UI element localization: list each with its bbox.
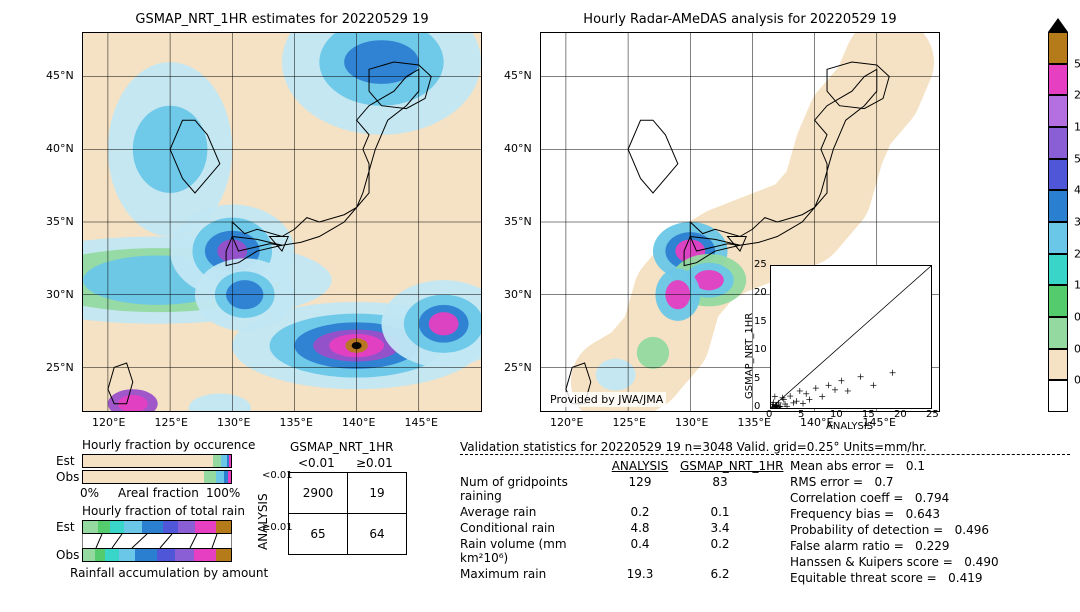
colorbar-tick: 4 (1074, 184, 1080, 197)
ytick: 30°N (46, 288, 74, 301)
left-map-title: GSMAP_NRT_1HR estimates for 20220529 19 (82, 12, 482, 27)
colorbar-tick: 3 (1074, 216, 1080, 229)
xtick: 135°E (280, 416, 313, 429)
xtick: 130°E (217, 416, 250, 429)
cell-01: 19 (348, 473, 407, 514)
ytick: 45°N (46, 69, 74, 82)
xtick: 140°E (342, 416, 375, 429)
cell-11: 64 (348, 514, 407, 555)
est-label-2: Est (56, 520, 75, 534)
colorbar-tick: 50 (1074, 57, 1080, 70)
areal-label: Areal fraction (118, 486, 199, 500)
colorbar-tick: 25 (1074, 89, 1080, 102)
inset-xtick: 15 (862, 409, 875, 420)
occurrence-label: Hourly fraction by occurence (82, 438, 255, 452)
axis-100: 100% (206, 486, 240, 500)
inset-ytick: 0 (754, 401, 760, 412)
ytick: 40°N (504, 142, 532, 155)
inset-ytick: 10 (754, 344, 767, 355)
xtick: 125°E (613, 416, 646, 429)
validation-header: Validation statistics for 20220529 19 n=… (460, 440, 1070, 454)
inset-xtick: 0 (766, 409, 772, 420)
xtick: 145°E (405, 416, 438, 429)
colorbar-tick: 1 (1074, 279, 1080, 292)
validation-divider (460, 454, 1070, 455)
inset-scatter (770, 265, 932, 409)
cont-col-ge: ≥0.01 (356, 456, 393, 470)
validation-metrics: Mean abs error = 0.1RMS error = 0.7Corre… (790, 458, 1070, 586)
inset-xtick: 25 (926, 409, 939, 420)
colorbar-tick: 2 (1074, 247, 1080, 260)
obs-label-1: Obs (56, 470, 79, 484)
validation-table: ANALYSISGSMAP_NRT_1HRNum of gridpoints r… (460, 458, 760, 582)
xtick: 125°E (155, 416, 188, 429)
colorbar: 502510543210.50.010 (1048, 32, 1068, 412)
ytick: 30°N (504, 288, 532, 301)
cont-col-lt: <0.01 (298, 456, 335, 470)
bar-connector (82, 534, 232, 548)
inset-ytick: 15 (754, 316, 767, 327)
inset-xlabel: ANALYSIS (826, 421, 873, 432)
totalrain-bar-obs (82, 548, 232, 562)
contingency-table: 290019 6564 (288, 472, 407, 555)
inset-ytick: 20 (754, 287, 767, 298)
inset-ytick: 25 (754, 259, 767, 270)
ytick: 25°N (46, 361, 74, 374)
inset-xtick: 20 (894, 409, 907, 420)
cell-00: 2900 (289, 473, 348, 514)
provided-label: Provided by JWA/JMA (547, 392, 666, 407)
ytick: 35°N (46, 215, 74, 228)
accum-label: Rainfall accumulation by amount (70, 566, 268, 580)
inset-xtick: 5 (798, 409, 804, 420)
inset-ylabel: GSMAP_NRT_1HR (744, 313, 755, 399)
colorbar-tick: 10 (1074, 121, 1080, 134)
occurrence-bar-est (82, 454, 232, 468)
totalrain-bar-est (82, 520, 232, 534)
colorbar-tick: 5 (1074, 152, 1080, 165)
est-label-1: Est (56, 454, 75, 468)
cont-header: GSMAP_NRT_1HR (290, 440, 393, 454)
left-map-panel (82, 32, 482, 412)
inset-xtick: 10 (830, 409, 843, 420)
colorbar-tick: 0.01 (1074, 342, 1080, 355)
ytick: 45°N (504, 69, 532, 82)
colorbar-tick: 0.5 (1074, 311, 1080, 324)
totalrain-label: Hourly fraction of total rain (82, 504, 245, 518)
xtick: 120°E (92, 416, 125, 429)
occurrence-bar-obs (82, 470, 232, 484)
ytick: 25°N (504, 361, 532, 374)
xtick: 120°E (550, 416, 583, 429)
right-map-title: Hourly Radar-AMeDAS analysis for 2022052… (540, 12, 940, 27)
ytick: 40°N (46, 142, 74, 155)
colorbar-tick: 0 (1074, 374, 1080, 387)
axis-0: 0% (80, 486, 99, 500)
xtick: 130°E (675, 416, 708, 429)
cell-10: 65 (289, 514, 348, 555)
ytick: 35°N (504, 215, 532, 228)
obs-label-2: Obs (56, 548, 79, 562)
